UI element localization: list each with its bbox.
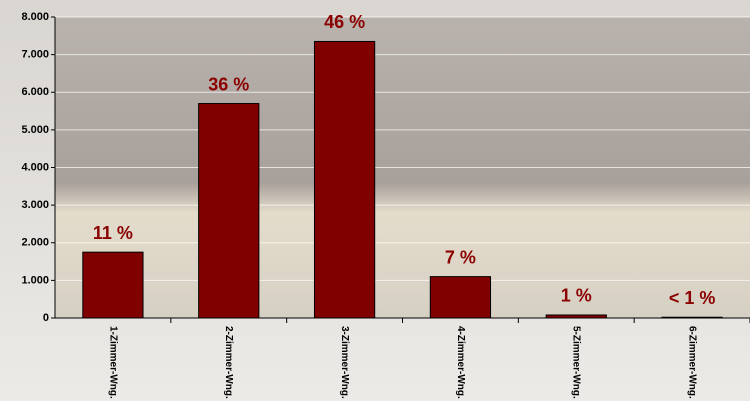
y-tick-label: 7.000	[21, 49, 49, 61]
y-tick-label: 4.000	[21, 161, 49, 173]
x-tick-label: 2-Zimmer-Wng.	[223, 326, 234, 399]
y-tick-label: 5.000	[21, 124, 49, 136]
percent-label: 46 %	[324, 12, 365, 32]
x-tick-label: 1-Zimmer-Wng.	[107, 326, 118, 399]
bar	[662, 317, 722, 318]
x-tick-label: 3-Zimmer-Wng.	[339, 326, 350, 399]
bar	[83, 252, 143, 318]
percent-label: 1 %	[561, 286, 592, 306]
percent-label: 7 %	[445, 247, 476, 267]
x-tick-label: 5-Zimmer-Wng.	[571, 326, 582, 399]
x-tick-label: 6-Zimmer-Wng.	[686, 326, 697, 399]
percent-label: < 1 %	[669, 288, 716, 308]
percent-label: 11 %	[93, 223, 133, 243]
x-tick-label: 4-Zimmer-Wng.	[455, 326, 466, 399]
y-tick-label: 6.000	[21, 86, 49, 98]
y-tick-label: 8.000	[21, 11, 49, 23]
y-tick-label: 1.000	[21, 274, 49, 286]
bar	[314, 41, 374, 318]
bar	[546, 315, 606, 318]
bar	[199, 104, 259, 318]
chart: 0 1.000 2.000 3.000 4.000 5.000 6.000 7.000 8.00…	[0, 0, 750, 401]
y-tick-label: 0	[43, 312, 49, 324]
y-tick-label: 3.000	[21, 199, 49, 211]
page: 0 1.000 2.000 3.000 4.000 5.000 6.000 7.000 8.00…	[0, 0, 750, 401]
percent-label: 36 %	[208, 74, 249, 94]
bar	[430, 277, 490, 318]
y-tick-label: 2.000	[21, 237, 49, 249]
